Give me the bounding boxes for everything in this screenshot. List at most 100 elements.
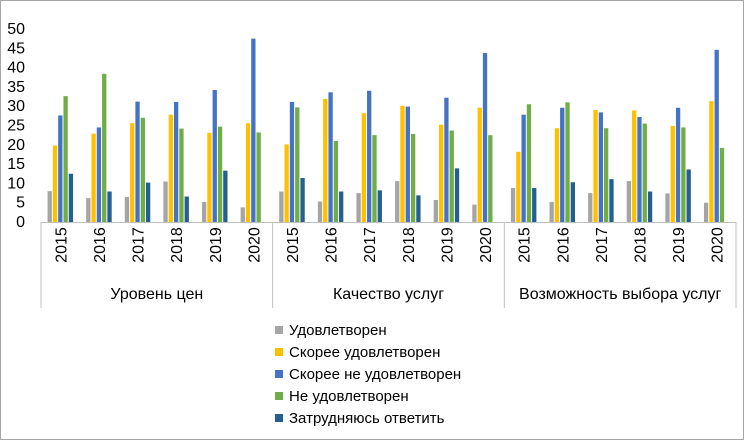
bar (675, 107, 681, 222)
bar (356, 193, 361, 222)
x-tick-label: 2015 (53, 227, 70, 263)
legend-swatch (275, 414, 283, 422)
bar (202, 201, 207, 222)
bar (714, 49, 719, 223)
y-tick-label: 45 (7, 40, 25, 57)
bar (58, 115, 63, 222)
x-tick-label: 2015 (285, 227, 302, 263)
legend-label: Скорее удовлетворен (289, 344, 441, 361)
legend-label: Затрудняюсь ответить (289, 410, 445, 427)
legend-item: Удовлетворен (275, 320, 461, 342)
bar (609, 179, 614, 222)
bar (212, 89, 217, 223)
y-tick-label: 35 (7, 79, 25, 96)
bar (328, 92, 333, 222)
bar (472, 204, 477, 222)
bar (647, 191, 653, 222)
bar (317, 201, 323, 222)
bar (637, 117, 642, 222)
bar (510, 188, 516, 222)
bar (593, 110, 598, 222)
legend-label: Удовлетворен (289, 322, 387, 339)
bar (719, 147, 725, 222)
x-tick-label: 2020 (710, 227, 727, 263)
bar (179, 128, 184, 222)
bar (588, 193, 593, 222)
bar (570, 182, 575, 222)
bar (47, 191, 52, 222)
bar (256, 132, 261, 222)
x-tick-label: 2016 (324, 227, 341, 263)
bars (47, 38, 725, 223)
bar (163, 181, 168, 222)
legend-swatch (275, 326, 283, 334)
bar (526, 104, 532, 222)
bar (289, 101, 295, 222)
bar (168, 114, 173, 222)
group-label: Уровень цен (110, 286, 203, 303)
legend-label: Не удовлетворен (289, 388, 409, 405)
x-axis: 2015 2016 2017 2018 2019 2020 2015 2016 2017 2018… (40, 222, 737, 308)
bar (549, 201, 554, 222)
x-tick-label: 2020 (478, 227, 495, 263)
legend-label: Скорее не удовлетворен (289, 366, 462, 383)
bar (598, 112, 604, 222)
bar (140, 117, 145, 222)
y-axis: 0 5 10 15 20 25 30 35 40 45 50 (7, 21, 25, 231)
bar (52, 145, 58, 222)
bar (279, 191, 284, 222)
x-tick-label: 2019 (671, 227, 688, 263)
bar (642, 123, 647, 222)
x-tick-label: 2018 (169, 227, 186, 263)
bar (400, 105, 405, 222)
bar (477, 107, 482, 222)
y-tick-label: 30 (7, 98, 25, 115)
bar (449, 130, 454, 222)
x-tick-label: 2020 (246, 227, 263, 263)
x-tick-label: 2018 (633, 227, 650, 263)
bar (124, 196, 130, 222)
bar (339, 191, 344, 222)
bar (184, 196, 189, 222)
x-tick-label: 2015 (517, 227, 534, 263)
legend-swatch (275, 348, 283, 356)
x-tick-label: 2017 (131, 227, 148, 263)
bar (438, 124, 444, 222)
y-tick-label: 50 (7, 21, 25, 38)
group-label: Качество услуг (333, 286, 444, 303)
bar (554, 128, 560, 222)
bar (207, 132, 212, 222)
y-tick-label: 40 (7, 60, 25, 77)
bar (665, 193, 670, 222)
legend: Удовлетворен Скорее удовлетворен Скорее не… (275, 320, 461, 430)
bar (145, 182, 151, 222)
bar (444, 97, 449, 222)
legend-item: Скорее не удовлетворен (275, 364, 461, 386)
x-tick-label: 2017 (594, 227, 611, 263)
bar (681, 127, 686, 222)
bar (284, 144, 289, 222)
bar (372, 135, 377, 222)
legend-swatch (275, 392, 283, 400)
bar (251, 38, 256, 223)
x-tick-label: 2017 (362, 227, 379, 263)
bar (560, 107, 565, 222)
bar (86, 198, 91, 222)
x-tick-label: 2019 (208, 227, 225, 263)
bar (91, 133, 96, 222)
x-tick-label: 2016 (92, 227, 109, 263)
bar (521, 114, 526, 222)
bar (686, 169, 691, 222)
bar (632, 110, 637, 222)
bar (107, 191, 112, 222)
bar (405, 106, 410, 222)
bar (482, 52, 488, 223)
bar (488, 135, 493, 222)
bar (130, 123, 135, 222)
bar (670, 125, 675, 222)
bar (245, 123, 251, 222)
bar (333, 140, 339, 222)
y-tick-label: 25 (7, 118, 25, 135)
